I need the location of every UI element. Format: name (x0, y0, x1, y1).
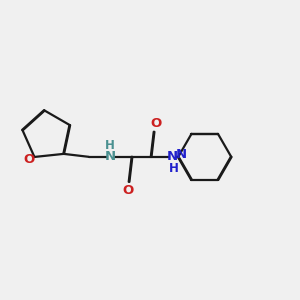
Text: O: O (122, 184, 133, 196)
Text: O: O (150, 117, 161, 130)
Text: H: H (169, 161, 179, 175)
Text: H: H (104, 139, 114, 152)
Text: N: N (167, 150, 178, 163)
Text: N: N (176, 148, 187, 161)
Text: O: O (23, 153, 35, 167)
Text: N: N (105, 150, 116, 163)
